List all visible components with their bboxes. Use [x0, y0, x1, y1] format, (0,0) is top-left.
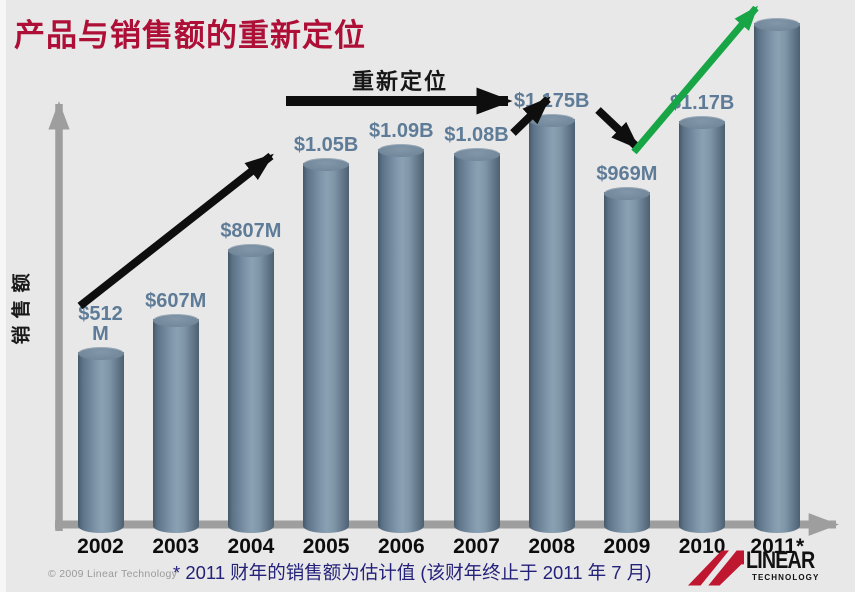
- bar-top-ellipse: [754, 17, 801, 31]
- bar-2010: [679, 116, 726, 533]
- bar-top-ellipse: [227, 243, 274, 257]
- year-label: 2011*: [750, 535, 805, 558]
- year-label: 2002: [77, 535, 124, 558]
- bar-body: [754, 22, 801, 533]
- bar-top-ellipse: [77, 347, 124, 361]
- footnote-text: * 2011 财年的销售额为估计值 (该财年终止于 2011 年 7 月): [173, 562, 652, 583]
- bar-2009: [603, 186, 650, 533]
- year-label: 2005: [302, 535, 350, 558]
- bar-value-label: $969M: [596, 162, 658, 185]
- bar-2005: [303, 158, 350, 533]
- bar-2004: [227, 243, 274, 533]
- slide-title: 产品与销售额的重新定位: [14, 18, 366, 53]
- bar-2003: [152, 313, 199, 533]
- bar-2002: [77, 347, 124, 533]
- reposition-label: 重新定位: [351, 69, 448, 94]
- bar-top-ellipse: [378, 144, 425, 158]
- logo-text: LINEAR TECHNOLOGY: [746, 549, 829, 582]
- bar-value-label: $1.08B: [444, 123, 509, 146]
- bar-2006: [378, 144, 425, 533]
- bar-body: [77, 352, 124, 533]
- bar-value-label: $1.175B: [513, 90, 590, 113]
- bar-body: [679, 121, 726, 533]
- bar-body: [378, 149, 425, 533]
- bar-body: [303, 163, 350, 533]
- logo-brand: LINEAR: [746, 547, 815, 574]
- lt-monogram-icon: [687, 545, 744, 589]
- year-label: 2004: [227, 535, 275, 558]
- bar-2008: [528, 114, 575, 533]
- bar-value-label: $512 M: [78, 303, 123, 346]
- bar-value-label: $807M: [220, 219, 282, 242]
- bar-top-ellipse: [303, 158, 350, 172]
- bar-value-label: $1.05B: [293, 134, 359, 157]
- logo-subtitle: TECHNOLOGY: [752, 573, 820, 582]
- bar-value-label: $607M: [145, 289, 207, 312]
- bar-body: [152, 318, 199, 533]
- bar-2011: [754, 17, 801, 533]
- year-label: 2003: [152, 535, 200, 558]
- year-label: 2009: [603, 535, 651, 558]
- bar-top-ellipse: [152, 313, 199, 327]
- year-label: 2007: [453, 535, 500, 558]
- copyright-text: © 2009 Linear Technology: [48, 568, 178, 580]
- year-label: 2010: [678, 535, 726, 558]
- bar-body: [603, 191, 650, 533]
- bar-value-label: $1.17B: [669, 92, 735, 115]
- year-label: 2006: [377, 535, 425, 558]
- bar-value-label: $1.09B: [369, 120, 434, 143]
- bar-top-ellipse: [453, 147, 500, 161]
- year-label: 2008: [528, 535, 576, 558]
- linear-technology-logo: LINEAR TECHNOLOGY: [686, 545, 818, 589]
- bar-body: [528, 119, 575, 533]
- left-edge-highlight: [0, 0, 6, 592]
- bar-2007: [453, 147, 500, 533]
- bar-top-ellipse: [603, 186, 650, 200]
- bar-body: [453, 152, 500, 533]
